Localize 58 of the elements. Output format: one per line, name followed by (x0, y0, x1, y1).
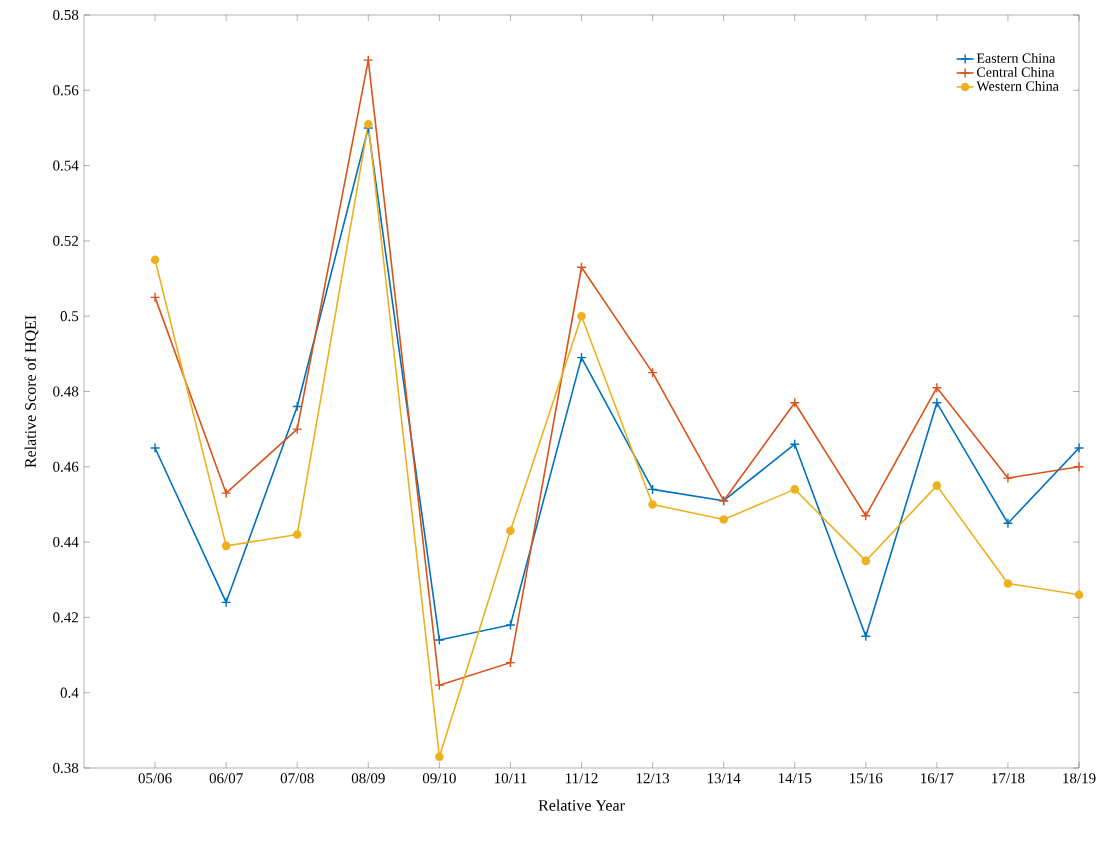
point (931, 397, 943, 408)
legend-label: Central China (977, 67, 1055, 77)
point (648, 500, 657, 509)
point (1002, 472, 1014, 484)
point (1073, 461, 1085, 472)
x-tick-label: 06/07 (209, 773, 243, 784)
x-tick-label: 14/15 (778, 773, 812, 784)
x-tick-label: 17/18 (992, 773, 1025, 784)
y-tick-label: 0.54 (53, 160, 79, 171)
point (363, 119, 373, 129)
point (506, 526, 515, 536)
x-tick-label: 10/11 (494, 773, 527, 784)
point (292, 423, 303, 435)
legend-label: Western China (976, 80, 1059, 91)
point (931, 382, 943, 393)
point (292, 530, 302, 539)
x-tick-label: 09/10 (422, 773, 456, 784)
point (434, 634, 445, 646)
x-tick-label: 11/12 (566, 773, 598, 784)
x-tick-label: 07/08 (280, 773, 314, 784)
y-tick-label: 0.42 (53, 612, 78, 623)
point (434, 679, 445, 691)
x-tick-label: 08/09 (351, 773, 385, 784)
point (577, 311, 586, 321)
x-tick-label: 13/14 (707, 773, 741, 784)
point (220, 597, 232, 608)
point (149, 442, 161, 454)
point (435, 752, 444, 761)
point (861, 556, 871, 566)
x-tick-label: 12/13 (636, 773, 670, 784)
x-tick-label: 05/06 (138, 773, 172, 784)
y-tick-label: 0.46 (53, 461, 79, 472)
point (221, 541, 231, 551)
y-tick-label: 0.4 (60, 687, 79, 698)
point (505, 619, 516, 631)
y-tick-label: 0.58 (53, 9, 79, 21)
point (932, 481, 942, 490)
point (1003, 579, 1013, 588)
point (790, 485, 800, 494)
point (1073, 442, 1085, 454)
x-tick-label: 16/17 (921, 773, 954, 784)
point (1074, 590, 1084, 600)
y-tick-label: 0.38 (53, 762, 79, 774)
legend-label: Eastern China (976, 53, 1056, 63)
y-tick-label: 0.48 (53, 386, 79, 397)
x-tick-label: 18/19 (1063, 773, 1096, 784)
point (1002, 518, 1014, 529)
y-tick-label: 0.56 (53, 85, 79, 96)
point (150, 255, 160, 265)
point (220, 487, 232, 499)
x-tick-label: 15/16 (850, 773, 883, 784)
x-axis-title: Relative Year (538, 799, 625, 811)
point (149, 292, 161, 303)
y-tick-label: 0.44 (53, 537, 79, 548)
point (719, 515, 728, 524)
y-axis-title: Relative Score of HQEI (24, 315, 39, 468)
y-tick-label: 0.5 (60, 311, 79, 322)
y-tick-label: 0.52 (53, 235, 78, 246)
